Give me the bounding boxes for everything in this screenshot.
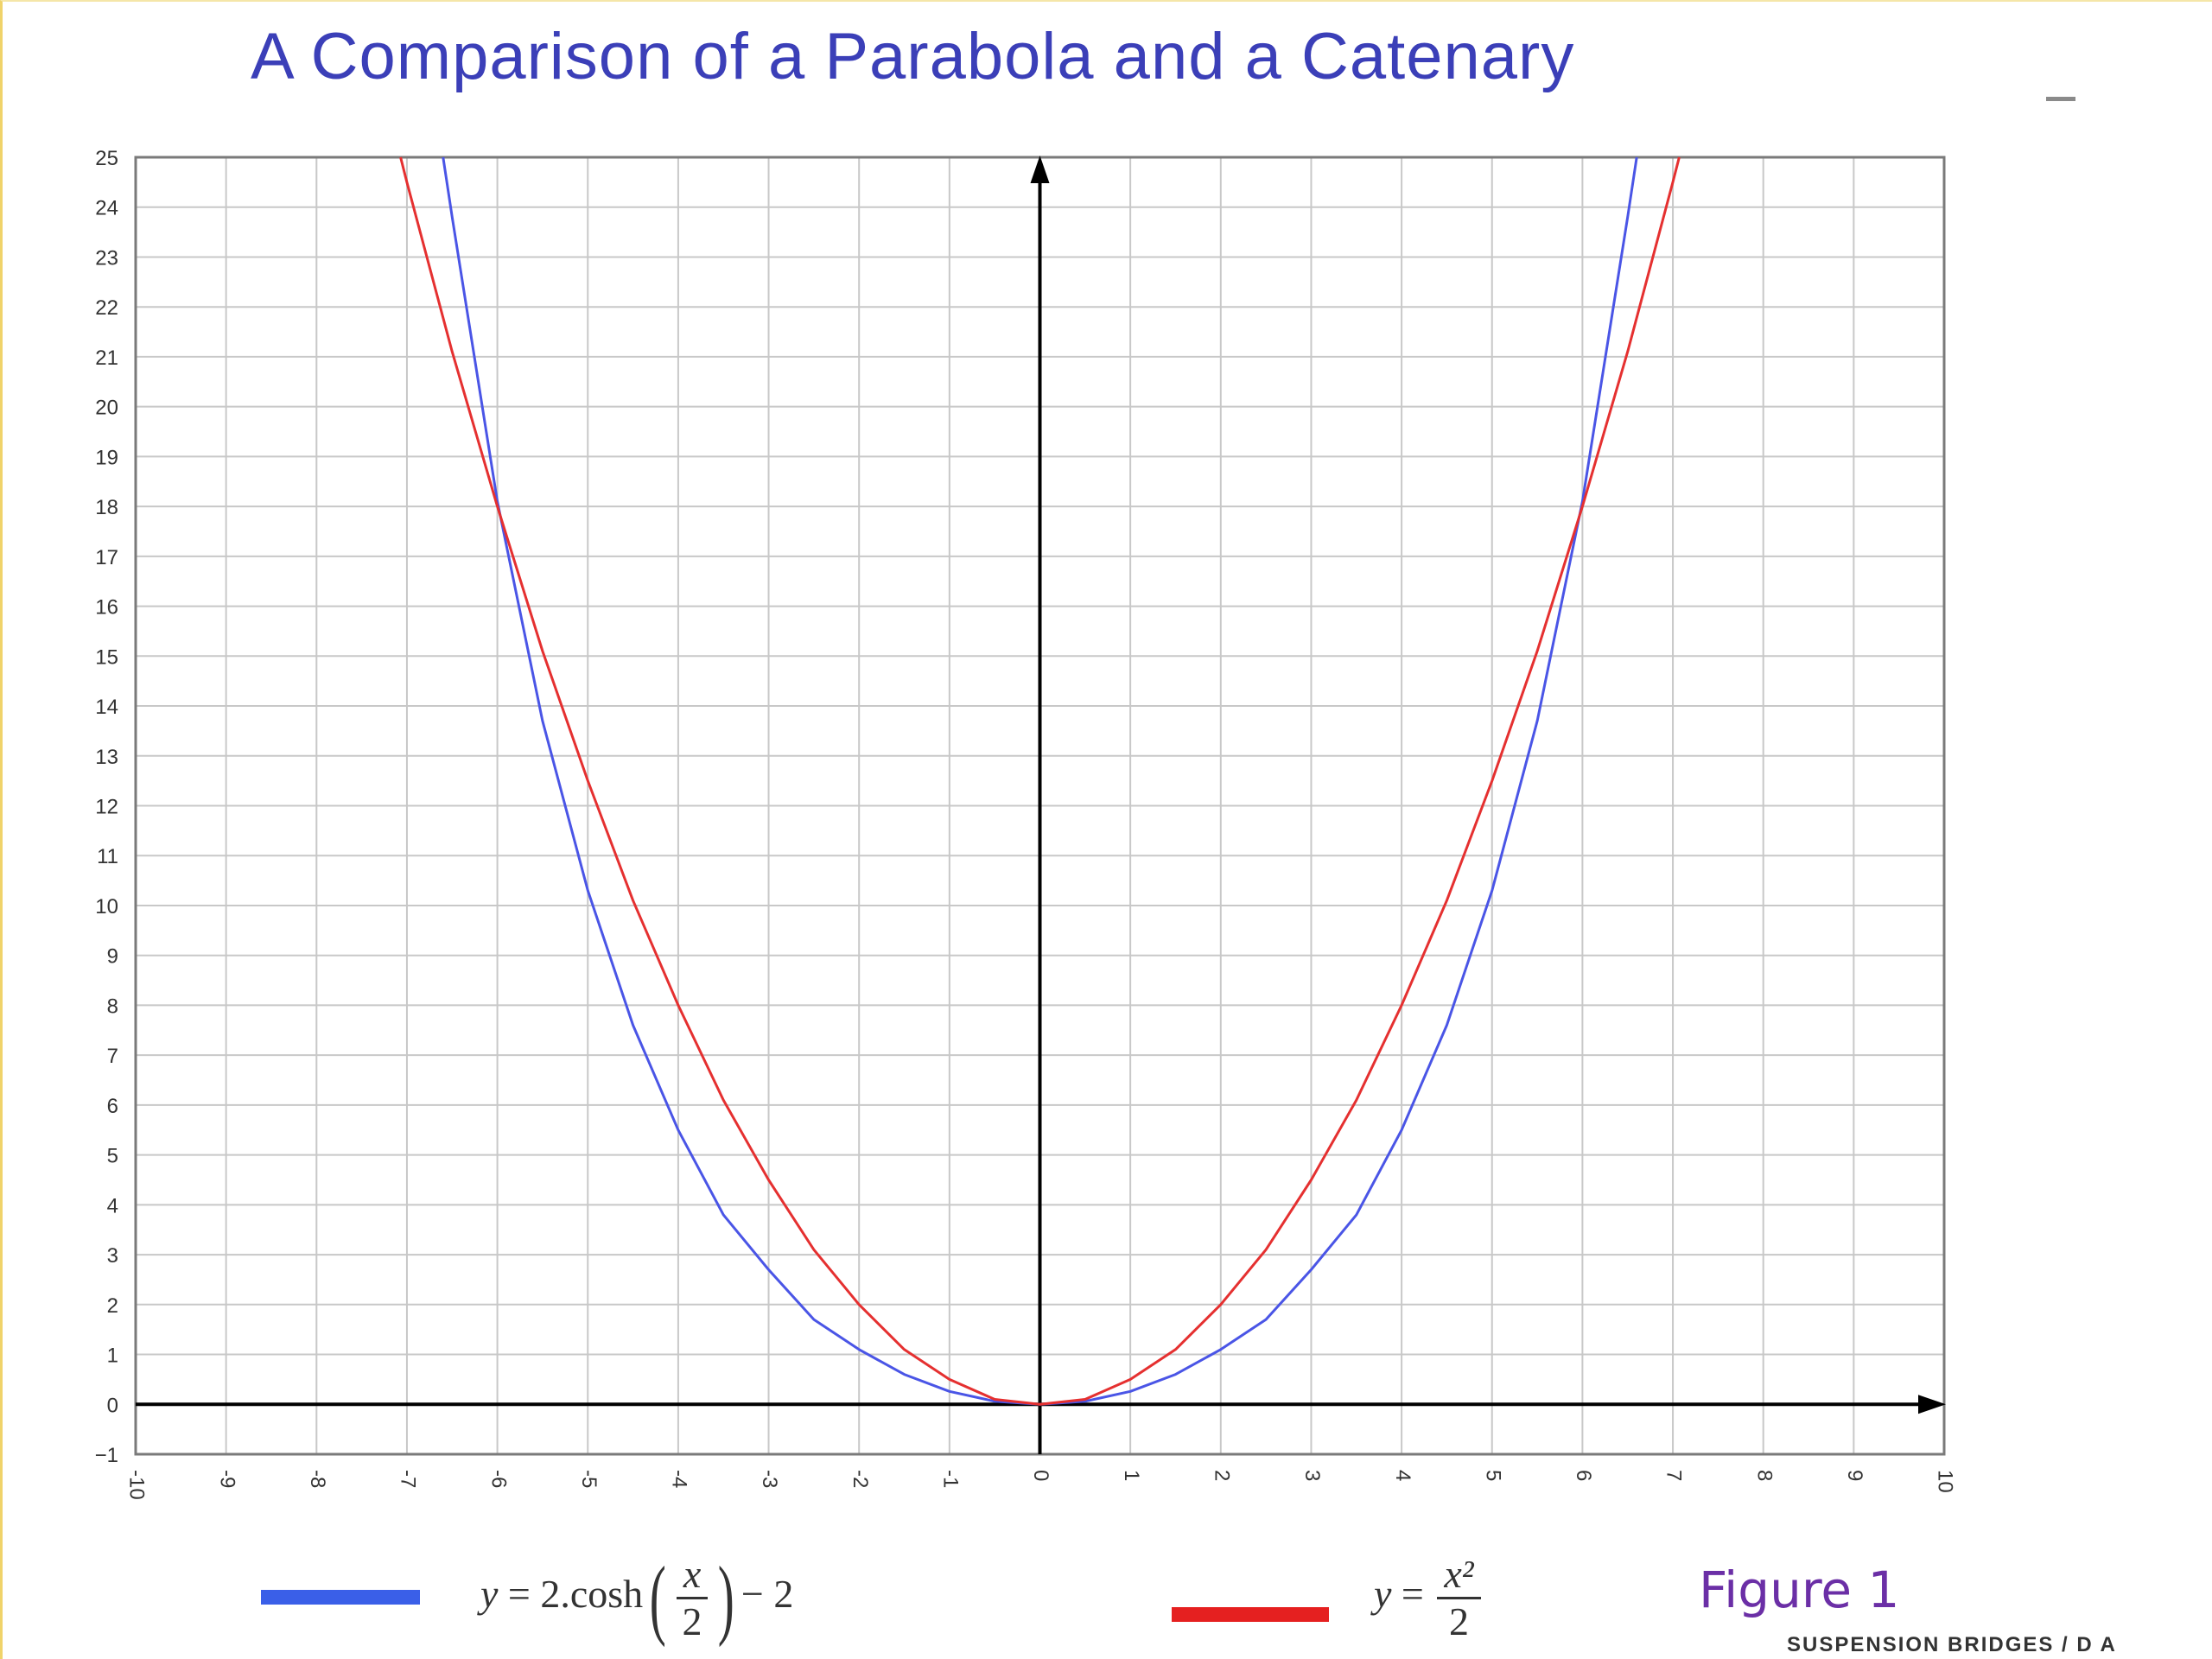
x-tick-label: 4 — [1391, 1470, 1414, 1481]
x-tick-label: 0 — [1029, 1470, 1052, 1481]
x-tick-label: -8 — [306, 1470, 329, 1488]
x-tick-label: -4 — [668, 1470, 691, 1488]
y-tick-label: 15 — [95, 645, 118, 669]
x-tick-label: 5 — [1481, 1470, 1504, 1481]
tick-labels: −101234567891011121314151617181920212223… — [95, 147, 1957, 1500]
legend-catenary-num: x — [676, 1552, 709, 1599]
paren-open-icon: ( — [649, 1548, 667, 1648]
legend-parabola-mid: = — [1391, 1572, 1434, 1617]
legend-formula-parabola: y = x² 2 — [1374, 1552, 1484, 1644]
y-tick-label: 14 — [95, 696, 118, 719]
series — [399, 156, 1681, 1406]
y-tick-label: 12 — [95, 796, 118, 819]
y-tick-label: 8 — [107, 995, 118, 1018]
x-tick-label: -10 — [125, 1470, 149, 1500]
x-tick-label: 3 — [1300, 1470, 1324, 1481]
x-tick-label: 9 — [1843, 1470, 1866, 1481]
legend-catenary-den: 2 — [682, 1599, 702, 1643]
legend-formula-catenary: y = 2.cosh(x 2) − 2 — [480, 1547, 793, 1649]
x-tick-label: -2 — [849, 1470, 872, 1488]
y-tick-label: −1 — [95, 1444, 118, 1467]
y-tick-label: 9 — [107, 945, 118, 969]
y-tick-label: 17 — [95, 546, 118, 569]
x-tick-label: 8 — [1752, 1470, 1776, 1481]
x-tick-label: 2 — [1210, 1470, 1233, 1481]
legend-parabola-num: x² — [1437, 1552, 1481, 1599]
x-tick-label: -1 — [939, 1470, 963, 1488]
y-tick-label: 19 — [95, 446, 118, 469]
y-tick-label: 7 — [107, 1045, 118, 1068]
dash-mark — [2046, 97, 2075, 101]
y-tick-label: 4 — [107, 1194, 118, 1217]
legend-catenary-mid: = 2.cosh — [498, 1572, 644, 1617]
legend-catenary-tail: − 2 — [741, 1572, 794, 1617]
y-tick-label: 10 — [95, 895, 118, 918]
legend-parabola-lhs: y — [1374, 1572, 1392, 1617]
series-line-parabola — [399, 156, 1681, 1406]
chart-title: A Comparison of a Parabola and a Catenar… — [251, 20, 1575, 93]
y-tick-label: 13 — [95, 746, 118, 769]
paren-close-icon: ) — [718, 1548, 735, 1648]
legend-parabola-fraction: x² 2 — [1437, 1552, 1481, 1644]
y-tick-label: 5 — [107, 1145, 118, 1168]
x-tick-label: -9 — [215, 1470, 238, 1488]
footer-text: SUSPENSION BRIDGES / D A — [1787, 1633, 2117, 1656]
y-tick-label: 18 — [95, 496, 118, 519]
y-tick-label: 0 — [107, 1394, 118, 1417]
x-tick-label: -5 — [577, 1470, 601, 1488]
y-tick-label: 1 — [107, 1344, 118, 1368]
y-tick-label: 11 — [97, 845, 118, 868]
y-tick-label: 22 — [95, 296, 118, 320]
y-tick-label: 21 — [95, 346, 118, 370]
y-tick-label: 2 — [107, 1294, 118, 1318]
y-tick-label: 24 — [95, 197, 118, 220]
figure-label: Figure 1 — [1699, 1560, 1900, 1619]
legend-swatch-catenary — [261, 1590, 420, 1605]
y-tick-label: 3 — [107, 1244, 118, 1268]
x-tick-label: 6 — [1572, 1470, 1595, 1481]
x-tick-label: 7 — [1662, 1470, 1686, 1481]
y-tick-label: 16 — [95, 596, 118, 620]
x-tick-label: -3 — [758, 1470, 781, 1488]
x-tick-label: -7 — [397, 1470, 420, 1488]
y-axis-arrow-icon — [1030, 156, 1050, 183]
legend-swatch-parabola — [1172, 1607, 1329, 1622]
y-tick-label: 25 — [95, 147, 118, 170]
x-tick-label: 1 — [1120, 1470, 1143, 1481]
x-tick-label: -6 — [486, 1470, 510, 1488]
legend-parabola-den: 2 — [1448, 1599, 1469, 1643]
y-tick-label: 6 — [107, 1095, 118, 1118]
x-tick-label: 10 — [1934, 1470, 1957, 1493]
legend-catenary-lhs: y — [480, 1572, 499, 1617]
x-axis-arrow-icon — [1918, 1395, 1946, 1414]
y-tick-label: 23 — [95, 246, 118, 270]
y-tick-label: 20 — [95, 397, 118, 420]
